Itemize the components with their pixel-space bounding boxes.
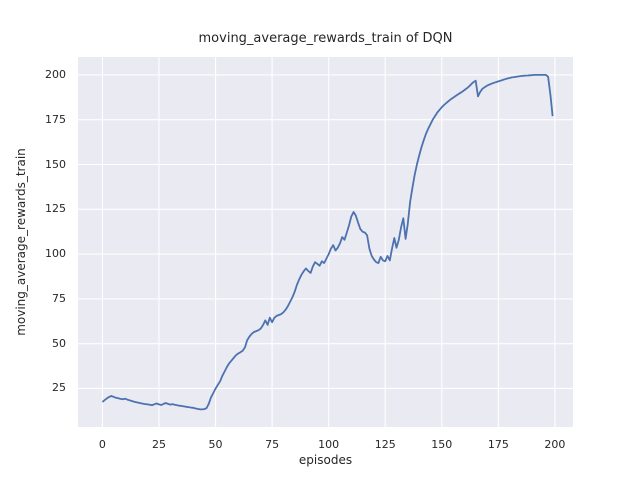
y-tick-label: 75 — [52, 291, 66, 305]
plot-area — [78, 57, 573, 427]
data-line-series — [101, 73, 554, 411]
y-tick-label: 50 — [52, 336, 66, 350]
y-tick-label: 150 — [45, 157, 66, 171]
x-tick-label: 125 — [374, 438, 396, 451]
y-tick-label: 125 — [45, 202, 66, 216]
y-tick-label: 25 — [52, 381, 66, 395]
x-tick-label: 175 — [487, 438, 509, 451]
chart-title: moving_average_rewards_train of DQN — [198, 31, 453, 46]
x-tick-label: 50 — [208, 438, 223, 451]
x-tick-label: 100 — [318, 438, 340, 451]
x-tick-label: 75 — [265, 438, 280, 451]
x-tick-label: 25 — [151, 438, 166, 451]
x-tick-label: 200 — [544, 438, 566, 451]
line-chart-canvas — [78, 57, 573, 427]
x-tick-label: 150 — [431, 438, 453, 451]
y-tick-label: 175 — [45, 112, 66, 126]
x-axis-label: episodes — [298, 453, 353, 467]
y-tick-label: 200 — [45, 67, 66, 81]
y-tick-label: 100 — [45, 247, 66, 261]
y-axis-label: moving_average_rewards_train — [14, 148, 28, 336]
x-tick-label: 0 — [98, 438, 106, 451]
